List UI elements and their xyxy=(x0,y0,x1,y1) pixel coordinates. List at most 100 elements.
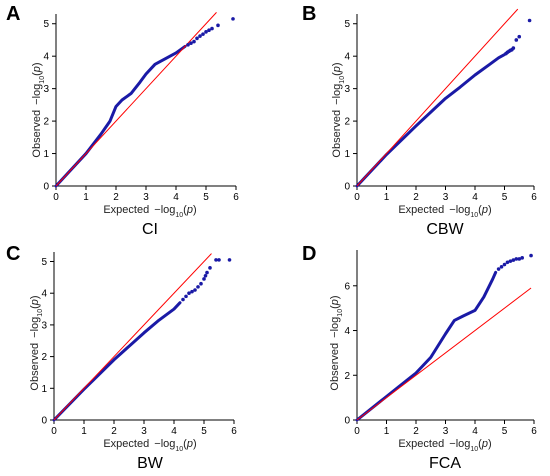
data-point-a xyxy=(216,23,220,28)
y-axis-title-c: Observed −log10(p) xyxy=(29,295,44,390)
panel-caption-b: CBW xyxy=(426,221,464,238)
data-point-c xyxy=(202,277,206,281)
data-point-a xyxy=(186,43,190,47)
plot-area-a: 0 1 2 3 4 5 6 0 1 2 3 4 5 xyxy=(43,12,239,203)
x-tick-label-d: 3 xyxy=(443,426,449,437)
x-axis-title-a: Expected −log10(p) xyxy=(103,204,196,219)
data-point-d xyxy=(508,259,513,263)
data-point-c xyxy=(227,258,232,262)
data-point-d xyxy=(511,258,516,262)
data-point-a xyxy=(195,36,199,41)
y-tick-label-c: 3 xyxy=(41,320,47,331)
data-point-d xyxy=(529,253,533,258)
y-tick-label-a: 1 xyxy=(43,149,49,160)
data-point-a xyxy=(189,41,193,46)
data-point-c xyxy=(217,258,221,262)
qq-plot-a-svg: A 0 1 2 3 4 5 6 0 1 2 3 4 5 Expected −log10(p) Obser… xyxy=(6,3,239,238)
data-point-d xyxy=(520,256,524,260)
panel-letter-d: D xyxy=(302,243,316,265)
observed-curve-b xyxy=(355,53,506,188)
y-tick-label-b: 1 xyxy=(344,149,350,160)
data-point-c xyxy=(203,273,208,278)
y-tick-label-b: 5 xyxy=(344,19,350,30)
panel-letter-c: C xyxy=(6,243,20,265)
data-point-c xyxy=(205,270,209,275)
x-tick-label-b: 2 xyxy=(413,192,419,203)
data-point-c xyxy=(196,285,200,289)
panel-caption-c: BW xyxy=(137,455,164,472)
data-point-d xyxy=(517,257,522,261)
y-tick-label-a: 2 xyxy=(43,117,49,128)
x-tick-label-b: 4 xyxy=(472,192,478,203)
y-tick-label-c: 5 xyxy=(41,257,47,268)
x-tick-label-c: 5 xyxy=(201,426,207,437)
x-tick-label-a: 2 xyxy=(113,192,119,203)
x-tick-label-b: 3 xyxy=(443,192,449,203)
y-tick-label-b: 3 xyxy=(344,84,350,95)
y-tick-label-d: 2 xyxy=(344,371,350,382)
qq-plot-c-svg: C 0 1 2 3 4 5 6 0 1 2 3 4 5 Expected −log10(p) Obser… xyxy=(6,243,237,472)
x-tick-label-a: 0 xyxy=(53,192,59,203)
data-point-c xyxy=(181,297,185,302)
data-point-a xyxy=(204,30,208,34)
data-point-d xyxy=(496,267,501,271)
qq-plot-panel-d: D 0 1 2 3 4 5 6 0 2 4 6 Expected −log10(p) Observe… xyxy=(300,238,550,476)
observed-curve-c xyxy=(52,301,182,422)
x-tick-label-c: 0 xyxy=(51,426,57,437)
data-point-a xyxy=(192,39,196,44)
qq-plot-panel-c: C 0 1 2 3 4 5 6 0 1 2 3 4 5 Expected −log10(p) Obser… xyxy=(0,238,275,476)
y-tick-label-b: 4 xyxy=(344,52,350,63)
y-tick-label-a: 0 xyxy=(43,182,49,193)
data-point-b xyxy=(527,18,532,23)
y-tick-label-c: 4 xyxy=(41,289,47,300)
x-axis-title-b: Expected −log10(p) xyxy=(398,204,491,219)
y-axis-title-b: Observed −log10(p) xyxy=(331,62,346,157)
x-axis-title-d: Expected −log10(p) xyxy=(398,438,491,453)
qq-plot-panel-b: B 0 1 2 3 4 5 6 0 1 2 3 4 5 Expected −log10(p) Obser… xyxy=(300,0,550,238)
x-tick-label-d: 5 xyxy=(502,426,508,437)
panel-letter-a: A xyxy=(6,3,20,25)
qq-plot-d-svg: D 0 1 2 3 4 5 6 0 2 4 6 Expected −log10(p) Observe… xyxy=(302,243,537,472)
y-tick-label-a: 5 xyxy=(43,19,49,30)
data-point-b xyxy=(514,38,519,42)
panel-caption-d: FCA xyxy=(429,455,461,472)
x-tick-label-d: 0 xyxy=(354,426,360,437)
plot-area-b: 0 1 2 3 4 5 6 0 1 2 3 4 5 xyxy=(344,8,537,203)
data-point-a xyxy=(207,28,211,33)
x-tick-label-a: 3 xyxy=(143,192,149,203)
qq-plot-panel-a: A 0 1 2 3 4 5 6 0 1 2 3 4 5 Expected −log10(p) Obser… xyxy=(0,0,275,238)
data-point-d xyxy=(514,257,519,261)
x-axis-title-c: Expected −log10(p) xyxy=(103,438,196,453)
plot-area-d: 0 1 2 3 4 5 6 0 2 4 6 xyxy=(344,250,537,437)
x-tick-label-a: 6 xyxy=(233,192,239,203)
x-tick-label-c: 4 xyxy=(171,426,177,437)
x-tick-label-d: 6 xyxy=(531,426,537,437)
y-tick-label-c: 0 xyxy=(41,416,47,427)
reference-line-b xyxy=(356,8,519,187)
x-tick-label-b: 5 xyxy=(502,192,508,203)
x-tick-label-d: 4 xyxy=(472,426,478,437)
x-tick-label-c: 1 xyxy=(81,426,87,437)
observed-curve-d xyxy=(355,270,498,422)
y-tick-label-d: 0 xyxy=(344,416,350,427)
data-point-b xyxy=(517,34,522,39)
y-axis-title-d: Observed −log10(p) xyxy=(329,295,344,390)
plot-area-c: 0 1 2 3 4 5 6 0 1 2 3 4 5 xyxy=(41,252,237,437)
y-tick-label-b: 2 xyxy=(344,117,350,128)
data-point-c xyxy=(214,258,218,262)
y-tick-label-a: 4 xyxy=(43,52,49,63)
x-tick-label-c: 2 xyxy=(111,426,117,437)
y-tick-label-c: 1 xyxy=(41,384,47,395)
x-tick-label-d: 2 xyxy=(413,426,419,437)
x-tick-label-b: 0 xyxy=(354,192,360,203)
x-tick-label-a: 4 xyxy=(173,192,179,203)
panel-caption-a: CI xyxy=(142,221,158,238)
data-point-a xyxy=(198,34,202,38)
data-point-a xyxy=(231,17,235,21)
data-point-c xyxy=(193,288,197,292)
data-point-d xyxy=(499,264,504,269)
data-point-d xyxy=(505,260,510,265)
qq-plot-b-svg: B 0 1 2 3 4 5 6 0 1 2 3 4 5 Expected −log10(p) Obser… xyxy=(302,3,537,238)
reference-line-d xyxy=(356,287,532,421)
x-tick-label-c: 6 xyxy=(231,426,237,437)
